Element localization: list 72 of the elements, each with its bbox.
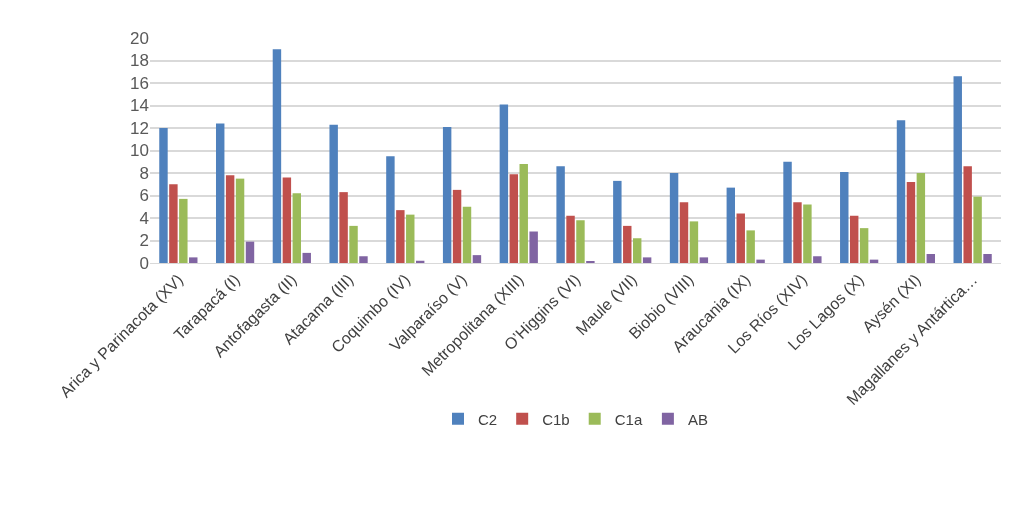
bar [556,166,565,263]
bar [983,254,992,263]
bar [292,193,302,263]
bar [519,164,528,263]
bar [442,126,452,263]
bar [736,213,745,263]
legend-label: C1b [542,410,570,428]
bar [906,182,916,263]
y-tick-label: 8 [139,163,149,183]
y-tick-label: 20 [130,28,149,48]
bar [499,104,509,263]
y-tick-label: 14 [130,96,149,116]
bar [452,189,462,263]
bar [215,123,225,263]
y-tick-label: 10 [130,141,149,161]
bar [726,187,736,263]
bar [679,202,689,263]
bar [349,225,358,263]
bar [793,202,802,263]
bar [245,241,255,263]
y-tick-label: 2 [139,231,149,251]
bar [406,214,415,263]
bar [642,257,652,263]
bar [272,49,282,263]
bar [529,231,538,263]
bar [235,178,245,263]
bar [916,173,926,263]
bar [746,230,755,263]
bar [472,255,482,263]
bar [359,256,368,263]
bar [803,204,812,263]
bar [159,128,168,263]
bar [963,166,972,263]
bar [613,180,622,263]
bar [169,184,178,263]
bar [813,256,822,263]
bar [926,254,936,263]
bar [669,173,679,263]
bar [632,238,642,263]
bar [576,220,585,263]
y-tick-label: 12 [130,118,149,138]
bar [396,210,405,263]
bar [339,192,348,263]
y-tick-label: 6 [139,186,149,206]
legend-label: C2 [478,410,498,428]
bar [973,196,982,263]
bar [566,215,575,263]
bar [509,174,519,263]
bar [329,124,338,263]
y-tick-label: 16 [130,73,149,93]
bar [623,225,632,263]
bar [462,206,472,263]
bar [179,198,188,263]
bar [783,161,792,263]
y-tick-label: 0 [139,253,149,273]
bar [386,156,395,263]
bar [849,215,859,263]
bar [840,171,849,263]
y-tick-label: 4 [139,208,149,228]
bar [756,259,765,263]
bar [225,175,235,263]
y-tick-label: 18 [130,51,149,71]
bar [859,228,869,263]
bar [302,252,311,263]
bar [189,257,198,263]
bar [953,76,962,263]
bar [689,221,699,263]
bar [699,257,709,263]
legend-label: C1a [614,410,643,428]
legend-label: AB [687,410,708,428]
bar [896,120,906,263]
bar [282,177,292,263]
